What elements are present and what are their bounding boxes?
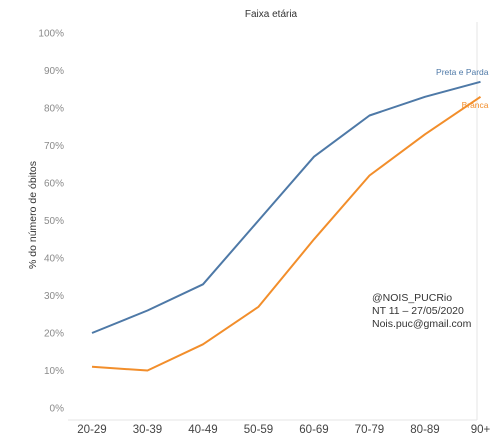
series-line-preta-e-parda [91, 80, 481, 334]
y-tick-label: 100% [38, 29, 64, 40]
x-tick-label: 70-79 [355, 424, 384, 436]
y-tick-label: 60% [44, 179, 64, 190]
y-tick-label: 40% [44, 254, 64, 265]
y-tick-label: 80% [44, 104, 64, 115]
y-tick-label: 30% [44, 291, 64, 302]
series-line-branca [91, 95, 482, 372]
y-tick-label: 10% [44, 366, 64, 377]
x-tick-label: 90+ [471, 424, 491, 436]
y-tick-label: 90% [44, 66, 64, 77]
x-tick-label: 80-89 [410, 424, 439, 436]
y-tick-label: 20% [44, 329, 64, 340]
x-tick-label: 60-69 [299, 424, 328, 436]
y-axis-label: % do número de óbitos [27, 161, 39, 269]
y-tick-label: 70% [44, 141, 64, 152]
y-axis-ticks: 0% 10% 20% 30% 40% 50% 60% 70% 80% 90% 100% [38, 29, 64, 415]
y-tick-label: 50% [44, 216, 64, 227]
x-tick-label: 30-39 [133, 424, 162, 436]
x-axis-ticks: 20-29 30-39 40-49 50-59 60-69 70-79 80-89 90+ [77, 424, 490, 436]
credit-annotation: @NOIS_PUCRio NT 11 – 27/05/2020 Nois.puc… [372, 292, 472, 330]
credit-line-3: Nois.puc@gmail.com [372, 318, 472, 330]
series-group: Preta e Parda Branca [91, 67, 489, 372]
chart-title: Faixa etária [245, 9, 298, 20]
x-tick-label: 40-49 [188, 424, 217, 436]
x-tick-label: 20-29 [77, 424, 106, 436]
series-label: Preta e Parda [436, 67, 489, 77]
credit-line-1: @NOIS_PUCRio [372, 292, 452, 304]
y-tick-label: 0% [50, 404, 65, 415]
series-label: Branca [462, 100, 489, 110]
credit-line-2: NT 11 – 27/05/2020 [372, 305, 464, 317]
x-tick-label: 50-59 [244, 424, 273, 436]
